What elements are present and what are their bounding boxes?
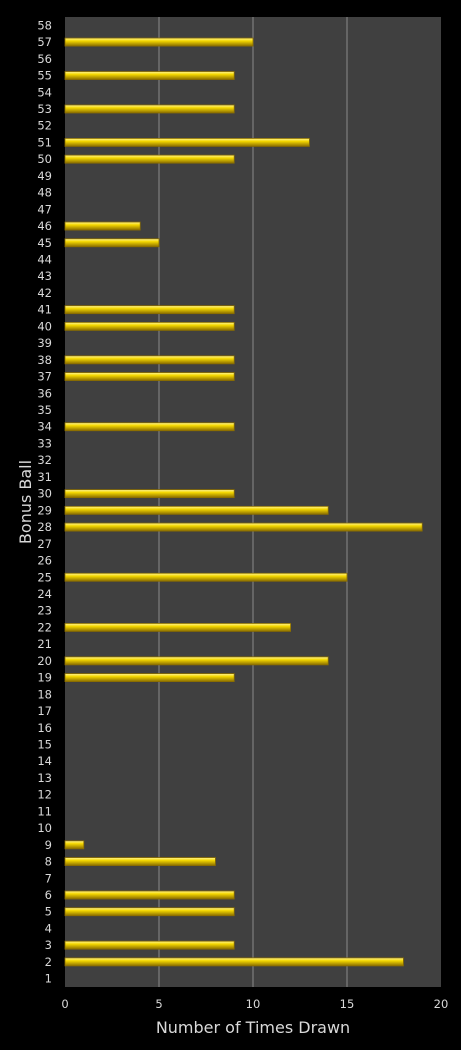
y-tick-label: 8 [45,855,52,869]
bar [64,422,235,432]
bar [64,656,329,666]
y-tick-label: 29 [37,503,52,517]
bar [64,522,423,532]
x-axis-title: Number of Times Drawn [156,1018,350,1037]
x-tick-label: 10 [246,997,261,1011]
y-tick-label: 11 [37,804,52,818]
bar [64,623,292,632]
y-tick-label: 21 [37,637,52,651]
y-tick-label: 15 [37,738,52,752]
y-tick-label: 35 [37,403,52,417]
y-tick-label: 17 [37,704,52,718]
bar [64,907,235,917]
y-tick-label: 48 [37,186,52,200]
x-tick-label: 20 [434,997,449,1011]
y-tick-label: 2 [45,955,52,969]
y-tick-label: 26 [37,554,52,568]
bar [64,305,235,315]
bar [64,857,216,866]
y-tick-label: 44 [37,253,52,267]
y-tick-label: 12 [37,788,52,802]
y-tick-label: 38 [37,353,52,367]
y-tick-label: 36 [37,386,52,400]
y-tick-label: 14 [37,754,52,768]
bar [64,489,235,499]
bar [64,104,235,114]
y-axis-title: Bonus Ball [16,460,35,544]
y-tick-label: 25 [37,570,52,584]
y-tick-label: 46 [37,219,52,233]
bar [64,505,329,515]
y-tick-label: 47 [37,202,52,216]
y-tick-label: 5 [45,905,52,919]
bar [64,154,235,164]
y-tick-label: 1 [45,972,52,986]
y-tick-label: 37 [37,370,52,384]
y-tick-label: 24 [37,587,52,601]
y-tick-label: 27 [37,537,52,551]
y-tick-label: 4 [45,921,52,935]
y-tick-label: 16 [37,721,52,735]
bar [64,221,141,231]
x-tick-label: 5 [155,997,162,1011]
y-tick-label: 9 [45,838,52,852]
y-tick-label: 3 [45,938,52,952]
y-tick-labels: 1234567891011121314151617181920212223242… [37,18,52,985]
y-tick-label: 19 [37,671,52,685]
y-tick-label: 53 [37,102,52,116]
y-tick-label: 33 [37,436,52,450]
bar [64,37,254,47]
y-tick-label: 10 [37,821,52,835]
y-tick-label: 34 [37,420,52,434]
bar [64,355,235,365]
y-tick-label: 40 [37,319,52,333]
y-tick-label: 55 [37,69,52,83]
y-tick-label: 49 [37,169,52,183]
y-tick-label: 50 [37,152,52,166]
x-tick-labels: 0 5 10 15 20 [61,997,448,1011]
y-tick-label: 13 [37,771,52,785]
y-tick-label: 57 [37,35,52,49]
y-tick-label: 58 [37,18,52,32]
bar [64,940,235,950]
bar [64,138,310,147]
y-tick-label: 23 [37,604,52,618]
gridlines [158,17,348,987]
y-tick-label: 42 [37,286,52,300]
y-tick-label: 22 [37,620,52,634]
bar [64,957,404,967]
bar [64,372,235,381]
x-tick-label: 0 [61,997,68,1011]
y-tick-label: 43 [37,269,52,283]
y-tick-label: 28 [37,520,52,534]
y-tick-label: 32 [37,453,52,467]
y-tick-label: 20 [37,654,52,668]
y-tick-label: 54 [37,85,52,99]
bar [64,572,348,582]
bar [64,321,235,331]
y-tick-label: 39 [37,336,52,350]
y-tick-label: 45 [37,236,52,250]
bar [64,71,235,80]
bars [64,37,423,967]
y-tick-label: 30 [37,487,52,501]
x-tick-label: 15 [340,997,355,1011]
bar [64,890,235,900]
y-tick-label: 52 [37,119,52,133]
y-tick-label: 7 [45,871,52,885]
bar [64,673,235,683]
bar [64,238,160,248]
y-tick-label: 41 [37,303,52,317]
bar [64,840,85,850]
y-tick-label: 56 [37,52,52,66]
y-tick-label: 18 [37,687,52,701]
y-tick-label: 51 [37,135,52,149]
y-tick-label: 31 [37,470,52,484]
y-tick-label: 6 [45,888,52,902]
